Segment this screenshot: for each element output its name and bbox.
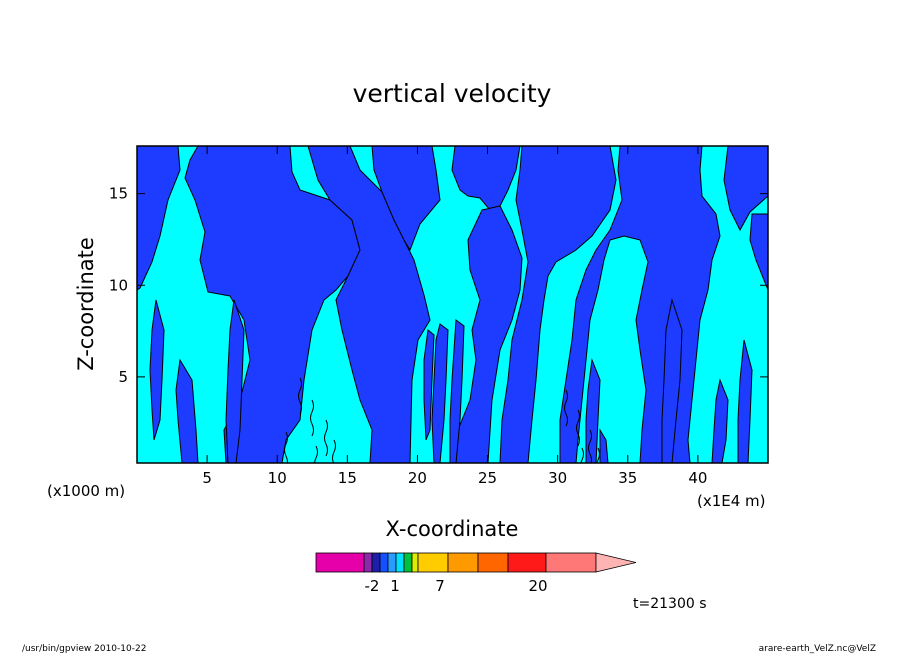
colorbar-arrow	[595, 552, 637, 573]
chart-title: vertical velocity	[353, 79, 552, 108]
downdraft-region	[423, 329, 435, 441]
downdraft-region	[371, 146, 441, 252]
y-tick-label: 10	[109, 276, 128, 294]
colorbar-segment	[379, 552, 389, 573]
x-axis-title: X-coordinate	[386, 517, 519, 541]
contour-line	[314, 445, 318, 463]
downdraft-region	[455, 205, 523, 463]
downdraft-region	[711, 378, 729, 463]
colorbar-segment	[447, 552, 479, 573]
contour-line	[324, 419, 328, 457]
contour-line	[564, 389, 568, 427]
contour-line	[284, 431, 288, 463]
contour-line	[580, 447, 584, 463]
downdraft-region	[137, 146, 181, 291]
contour-line	[576, 409, 580, 447]
contour-line	[298, 377, 302, 415]
downdraft-region	[599, 428, 609, 463]
downdraft-region	[585, 358, 601, 463]
downdraft-region	[449, 319, 465, 463]
velocity-field	[137, 146, 768, 463]
x-axis: 5 10 15 20 25 30 35 40	[202, 146, 707, 487]
colorbar-segment	[477, 552, 509, 573]
contour-line	[588, 429, 592, 463]
x-tick-label: 10	[268, 469, 287, 487]
colorbar-segment	[507, 552, 547, 573]
x-unit-label: (x1E4 m)	[697, 492, 766, 510]
footer-left: /usr/bin/gpview 2010-10-22	[22, 644, 146, 654]
downdraft-region	[749, 213, 768, 291]
colorbar-label: -2	[365, 577, 380, 595]
x-tick-label: 25	[478, 469, 497, 487]
colorbar-label: 20	[528, 577, 547, 595]
y-tick-label: 15	[109, 185, 128, 203]
colorbar-segment	[387, 552, 397, 573]
footer-right: arare-earth_VelZ.nc@VelZ	[759, 644, 876, 654]
plot-frame	[136, 145, 769, 464]
colorbar-label: 7	[435, 577, 445, 595]
y-axis-title: Z-coordinate	[74, 237, 98, 371]
downdraft-region	[149, 299, 165, 441]
colorbar-segment	[315, 552, 365, 573]
contour-line	[332, 439, 336, 463]
colorbar-segment	[411, 552, 419, 573]
colorbar-segment	[417, 552, 449, 573]
y-tick-label: 5	[118, 368, 128, 386]
time-annotation: t=21300 s	[633, 596, 707, 612]
colorbar-segment	[371, 552, 381, 573]
x-tick-label: 15	[338, 469, 357, 487]
downdraft-region	[737, 339, 753, 463]
colorbar-segment	[363, 552, 373, 573]
colorbar-segment	[395, 552, 405, 573]
contour-line	[310, 399, 314, 437]
x-tick-label: 20	[408, 469, 427, 487]
colorbar: -2 1 7 20	[315, 552, 637, 595]
x-tick-label: 30	[548, 469, 567, 487]
x-tick-label: 5	[202, 469, 212, 487]
downdraft-region	[175, 358, 199, 463]
downdraft-region	[431, 323, 449, 463]
y-axis: 5 10 15	[109, 185, 768, 386]
x-tick-label: 35	[618, 469, 637, 487]
x-tick-label: 40	[688, 469, 707, 487]
downdraft-region	[225, 299, 245, 463]
downdraft-region	[499, 146, 617, 463]
colorbar-segment	[403, 552, 413, 573]
colorbar-label: 1	[390, 577, 400, 595]
colorbar-segment	[545, 552, 597, 573]
downdraft-region	[723, 146, 768, 232]
downdraft-region	[661, 298, 683, 463]
contour-line	[596, 447, 600, 463]
y-unit-label: (x1000 m)	[47, 482, 125, 500]
